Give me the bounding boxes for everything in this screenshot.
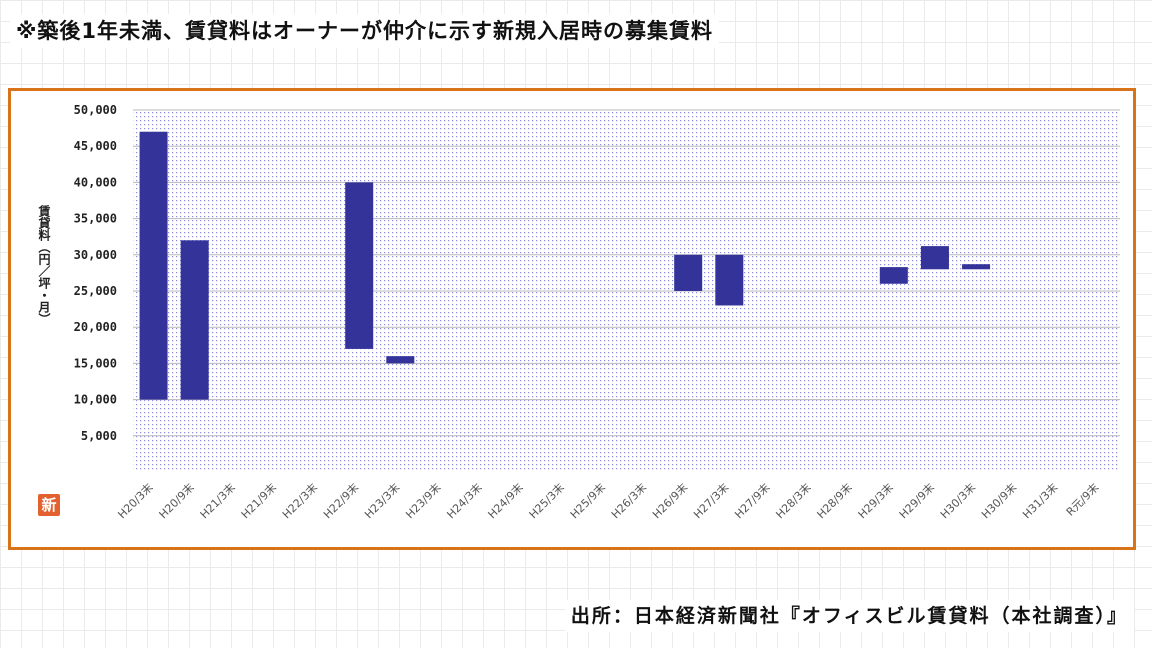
y-tick-label: 45,000	[74, 139, 117, 153]
x-tick-label: H24/9末	[485, 480, 526, 521]
bar-H29/9末	[920, 246, 949, 270]
bar-H20/3末	[139, 131, 168, 400]
nikkei-badge-icon: 新	[38, 494, 60, 516]
x-tick-label: H25/9末	[567, 480, 608, 521]
source-citation: 出所：日本経済新聞社『オフィスビル賃貸料（本社調査）』	[564, 600, 1134, 632]
y-axis-label: 賃貸料（円／坪・月）	[37, 204, 51, 325]
y-tick-label: 25,000	[74, 284, 117, 298]
y-tick-label: 35,000	[74, 212, 117, 226]
x-tick-label: H30/9末	[978, 480, 1019, 521]
x-tick-label: H20/3末	[115, 480, 156, 521]
x-tick-label: H22/9末	[320, 480, 361, 521]
x-tick-label: H29/3末	[855, 480, 896, 521]
y-tick-label: 5,000	[81, 429, 117, 443]
x-tick-label: H26/9末	[649, 480, 690, 521]
x-tick-label: H30/3末	[937, 480, 978, 521]
x-tick-label: H21/3末	[197, 480, 238, 521]
y-tick-label: 20,000	[74, 320, 117, 334]
bar-H23/3末	[386, 356, 415, 364]
x-tick-label: H31/3末	[1019, 480, 1060, 521]
bar-H29/3末	[879, 267, 908, 284]
x-tick-label: H22/3末	[279, 480, 320, 521]
x-tick-label: H27/3末	[690, 480, 731, 521]
y-axis-ticks: 5,000 10,000 15,000 20,000 25,000 30,000 35,00…	[74, 103, 117, 443]
x-tick-label: H28/3末	[773, 480, 814, 521]
bar-H30/3末	[962, 264, 991, 270]
x-tick-label: H27/9末	[732, 480, 773, 521]
chart-note: ※築後1年未満、賃貸料はオーナーが仲介に示す新規入居時の募集賃料	[10, 14, 720, 48]
x-tick-label: H28/9末	[814, 480, 855, 521]
x-tick-label: R元/9末	[1063, 480, 1101, 518]
y-tick-label: 50,000	[74, 103, 117, 117]
x-tick-label: H23/3末	[361, 480, 402, 521]
bars	[139, 131, 991, 400]
bar-H27/3末	[715, 254, 744, 306]
x-tick-label: H24/3末	[444, 480, 485, 521]
x-tick-label: H23/9末	[403, 480, 444, 521]
bar-H22/9末	[345, 182, 374, 349]
gridlines	[133, 109, 1120, 437]
y-tick-label: 10,000	[74, 393, 117, 407]
y-tick-label: 40,000	[74, 175, 117, 189]
y-tick-label: 15,000	[74, 356, 117, 370]
x-tick-label: H29/9末	[896, 480, 937, 521]
bar-H26/9末	[674, 254, 703, 291]
y-tick-label: 30,000	[74, 248, 117, 262]
x-tick-label: H21/9末	[238, 480, 279, 521]
x-tick-label: H20/9末	[156, 480, 197, 521]
x-axis-ticks: H20/3末 H20/9末 H21/3末 H21/9末 H22/3末 H22/9末 H23/…	[115, 480, 1102, 521]
x-tick-label: H25/3末	[526, 480, 567, 521]
bar-H20/9末	[180, 240, 209, 400]
x-tick-label: H26/3末	[608, 480, 649, 521]
